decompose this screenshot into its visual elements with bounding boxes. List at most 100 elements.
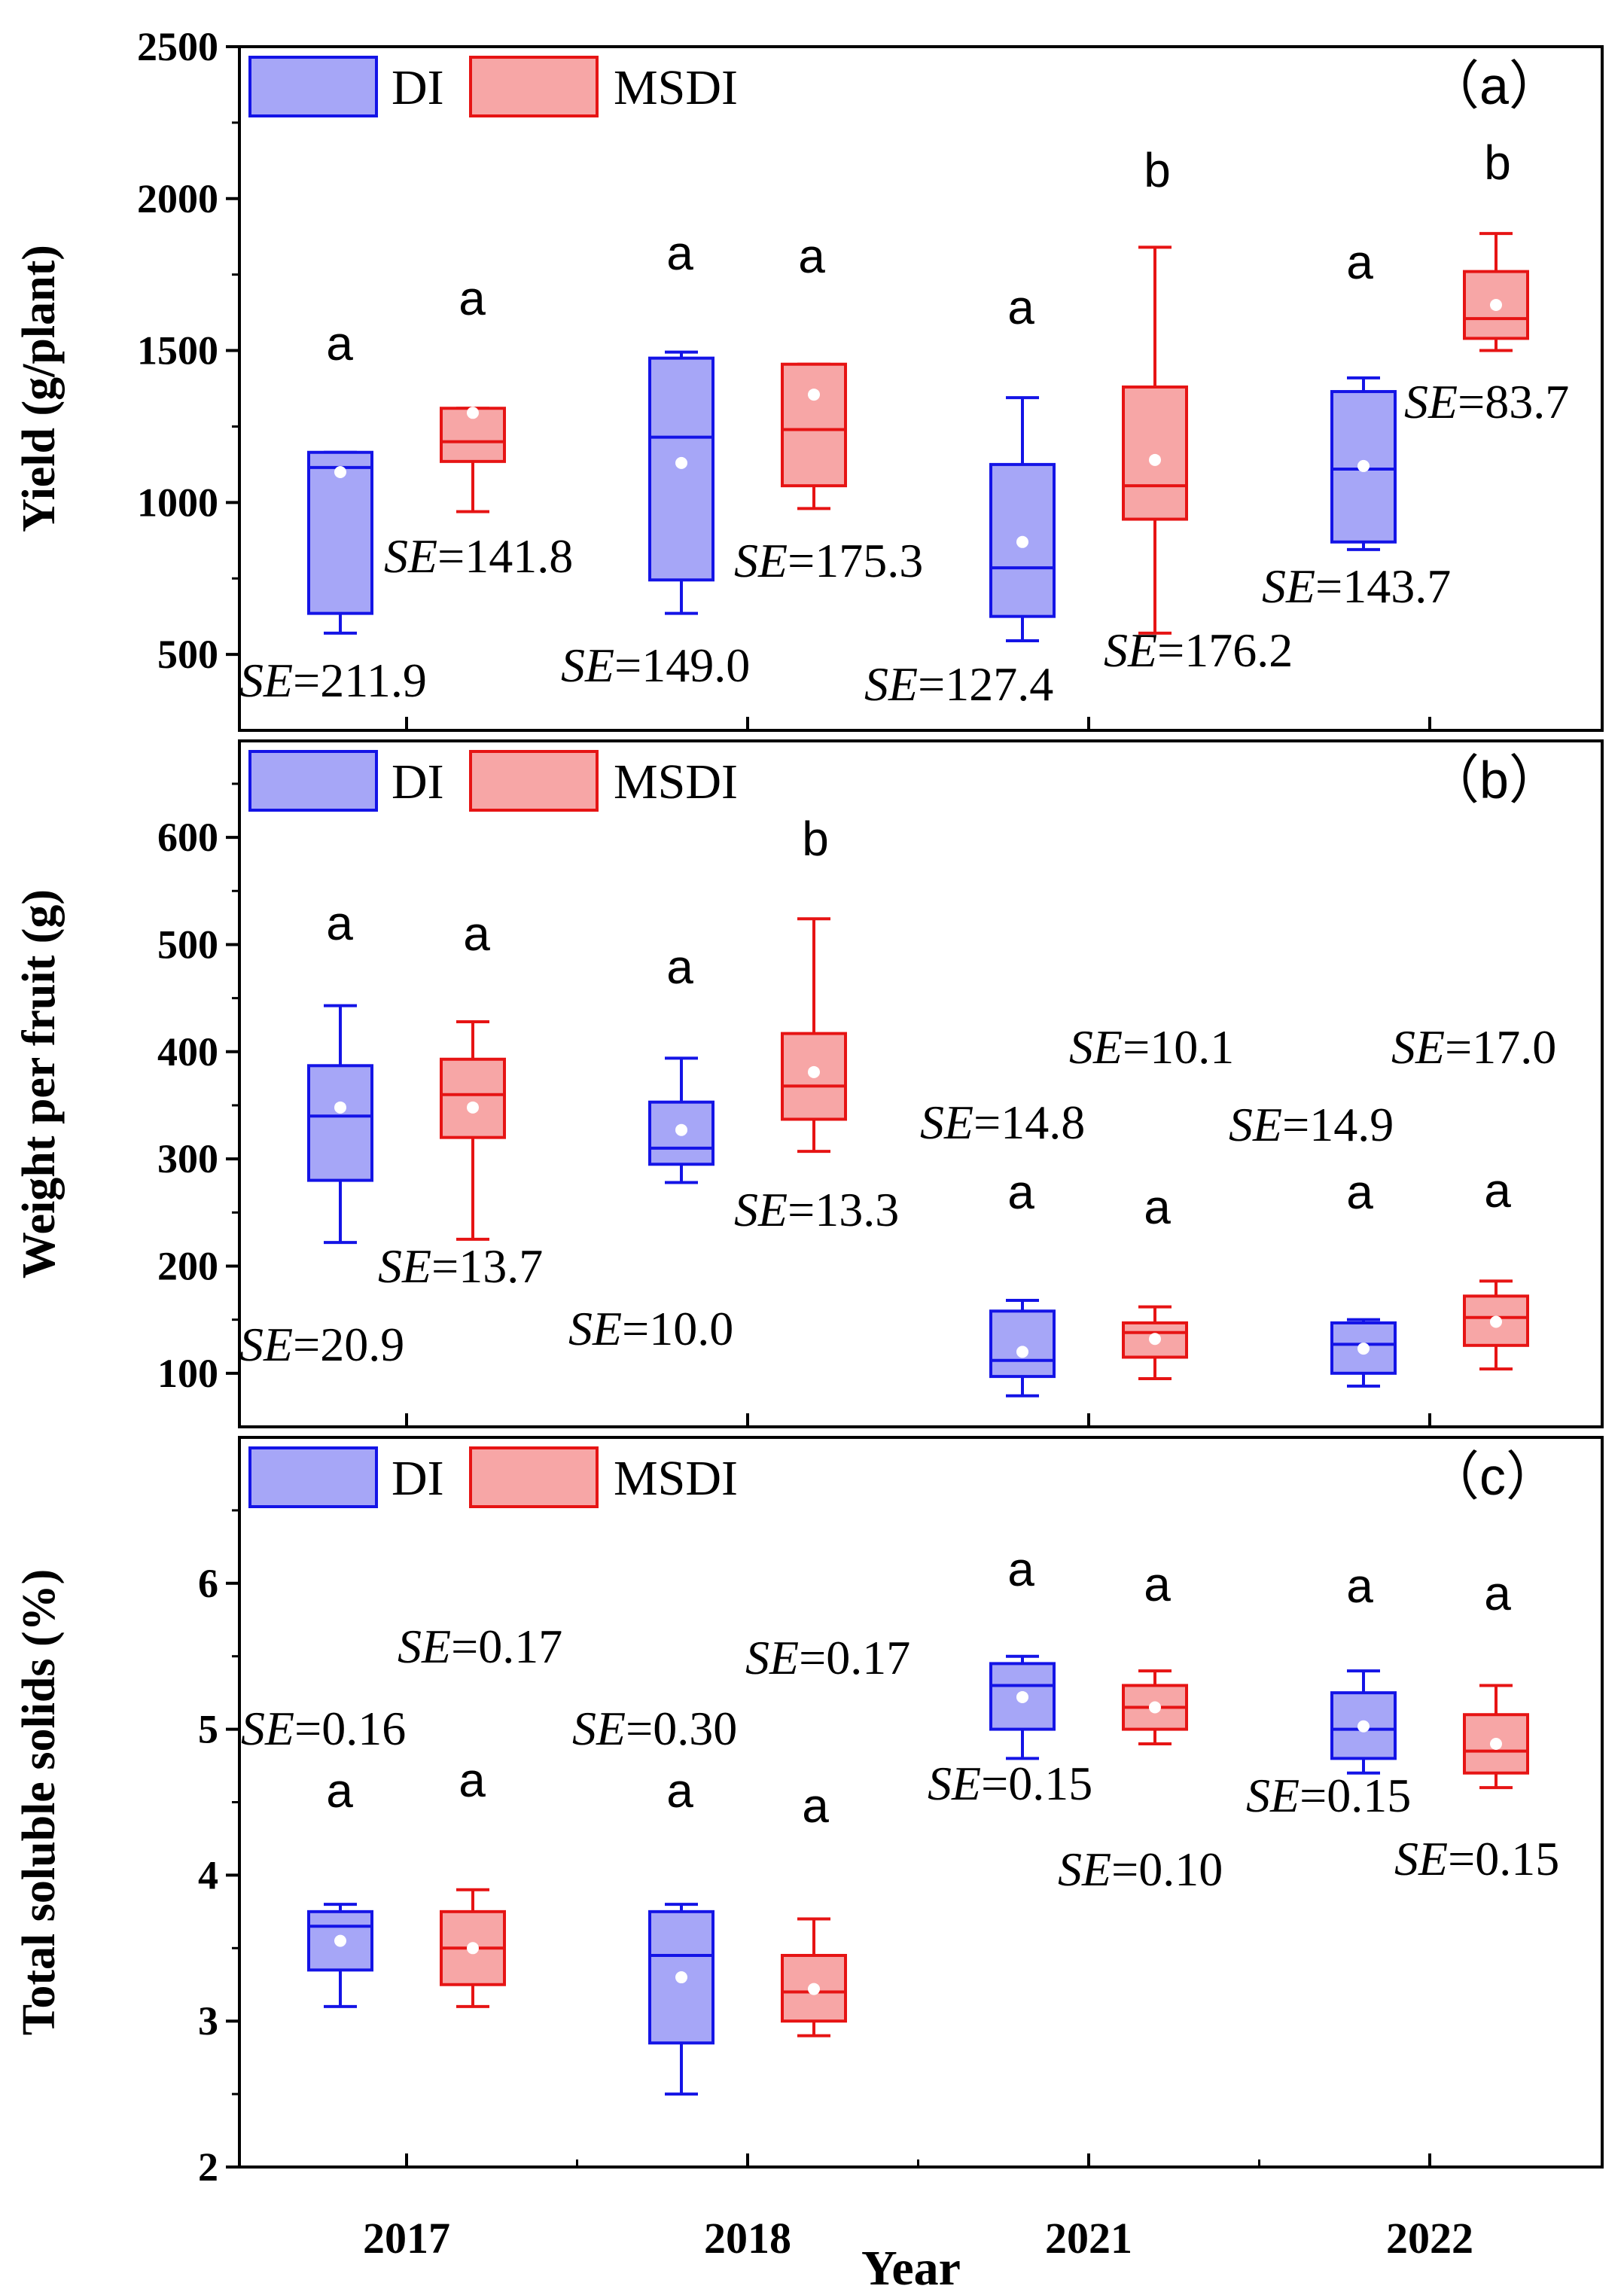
x-tick-label-2022: 2022 <box>1386 2214 1473 2263</box>
se-label-value: =175.3 <box>788 534 923 587</box>
se-label: SE=10.1 <box>1069 1020 1234 1074</box>
se-label-prefix: SE <box>1058 1842 1111 1896</box>
significance-letter: a <box>666 1763 693 1818</box>
legend-label-di: DI <box>392 60 444 115</box>
se-label: SE=13.3 <box>734 1183 899 1236</box>
y-tick-label: 3 <box>198 1998 218 2044</box>
mean-marker <box>1490 1315 1502 1328</box>
box-msdi-2022: a SE=17.0 <box>1391 1020 1556 1371</box>
box-msdi-2018: a SE=0.17 <box>745 1631 910 2038</box>
mean-marker <box>1149 1701 1161 1714</box>
se-label: SE=149.0 <box>561 639 750 692</box>
mean-marker <box>675 1123 687 1136</box>
se-label-prefix: SE <box>241 1702 294 1755</box>
se-label-prefix: SE <box>568 1302 622 1355</box>
significance-letter: b <box>1144 143 1171 197</box>
y-tick-label: 1500 <box>137 328 218 373</box>
plot-frame <box>238 45 1604 732</box>
x-tick-label-2018: 2018 <box>704 2214 791 2263</box>
mean-marker <box>808 389 820 401</box>
significance-letter: a <box>1484 1163 1511 1218</box>
significance-letter: a <box>459 1753 486 1807</box>
legend-swatch-di <box>248 56 378 117</box>
se-label-value: =0.30 <box>626 1702 737 1755</box>
box-di-2021: a SE=14.8 <box>920 1096 1085 1397</box>
significance-letter: b <box>1484 136 1511 190</box>
mean-marker <box>1016 1690 1028 1703</box>
significance-letter: a <box>459 271 486 325</box>
se-label-value: =17.0 <box>1445 1020 1556 1074</box>
y-tick-label: 500 <box>157 632 218 677</box>
se-label: SE=14.8 <box>920 1096 1085 1149</box>
se-label-prefix: SE <box>561 639 614 692</box>
mean-marker <box>334 465 346 478</box>
significance-letter: a <box>1144 1557 1171 1611</box>
se-label: SE=0.10 <box>1058 1842 1223 1896</box>
se-label: SE=0.17 <box>398 1620 562 1673</box>
se-label: SE=176.2 <box>1104 623 1293 677</box>
significance-letter: a <box>1346 1165 1373 1219</box>
se-label: SE=20.9 <box>239 1318 404 1371</box>
se-label-prefix: SE <box>1069 1020 1123 1074</box>
se-label-prefix: SE <box>1104 623 1157 677</box>
significance-letter: a <box>1346 1559 1373 1613</box>
y-tick-label: 6 <box>198 1561 218 1606</box>
se-label: SE=13.7 <box>378 1239 543 1293</box>
x-tick-label-2017: 2017 <box>363 2214 450 2263</box>
x-tick-label-2021: 2021 <box>1045 2214 1132 2263</box>
significance-letter: a <box>326 896 353 950</box>
se-label: SE=0.30 <box>572 1702 737 1755</box>
box-di-2022: a SE=14.9 <box>1229 1098 1397 1388</box>
legend: DI MSDI <box>248 750 738 812</box>
y-tick-label: 2000 <box>137 176 218 221</box>
se-label-prefix: SE <box>734 1183 788 1236</box>
legend-label-msdi: MSDI <box>614 1451 738 1506</box>
significance-letter: a <box>802 1778 829 1833</box>
mean-marker <box>1357 1343 1370 1355</box>
se-label: SE=141.8 <box>384 529 573 583</box>
x-axis-title: Year <box>861 2241 961 2292</box>
y-tick-label: 2 <box>198 2144 218 2190</box>
box-iqr <box>1122 385 1188 521</box>
se-label-value: =176.2 <box>1157 623 1293 677</box>
se-label: SE=17.0 <box>1391 1020 1556 1074</box>
legend-label-di: DI <box>392 754 444 809</box>
se-label-prefix: SE <box>384 529 437 583</box>
box-di-2017: a SE=0.16 <box>241 1702 406 2008</box>
mean-marker <box>1357 459 1370 472</box>
mean-marker <box>1490 299 1502 312</box>
box-msdi-2022: b SE=83.7 <box>1404 136 1569 428</box>
significance-letter: b <box>802 812 829 866</box>
se-label-prefix: SE <box>745 1631 799 1684</box>
significance-letter: a <box>326 1763 353 1818</box>
significance-letter: a <box>1007 1542 1034 1596</box>
mean-marker <box>1016 1346 1028 1358</box>
se-label: SE=211.9 <box>239 654 427 707</box>
y-tick-label: 2500 <box>137 24 218 69</box>
box-msdi-2017: a SE=141.8 <box>384 271 573 583</box>
significance-letter: a <box>666 226 693 280</box>
box-di-2022: a SE=0.15 <box>1246 1559 1411 1822</box>
se-label-value: =10.1 <box>1123 1020 1234 1074</box>
se-label-value: =10.0 <box>622 1302 733 1355</box>
mean-marker <box>675 456 687 469</box>
box-di-2017: a SE=211.9 <box>239 316 427 707</box>
se-label: SE=0.16 <box>241 1702 406 1755</box>
se-label-value: =141.8 <box>437 529 573 583</box>
panel-label: （a） <box>1427 56 1562 115</box>
box-di-2018: a SE=10.0 <box>568 940 733 1355</box>
se-label-value: =0.15 <box>981 1757 1092 1810</box>
se-label: SE=14.9 <box>1229 1098 1394 1151</box>
box-iqr <box>440 1057 506 1139</box>
panel-a: 500 1000 1500 2000 2500 Yield (g/plant) （a） DI M… <box>14 24 1604 732</box>
se-label-prefix: SE <box>864 657 918 711</box>
se-label-value: =0.10 <box>1111 1842 1223 1896</box>
se-label-value: =0.17 <box>799 1631 910 1684</box>
box-di-2017: a SE=20.9 <box>239 896 404 1371</box>
se-label-prefix: SE <box>378 1239 431 1293</box>
mean-marker <box>467 1942 479 1955</box>
se-label-prefix: SE <box>239 1318 293 1371</box>
significance-letter: a <box>1484 1566 1511 1620</box>
